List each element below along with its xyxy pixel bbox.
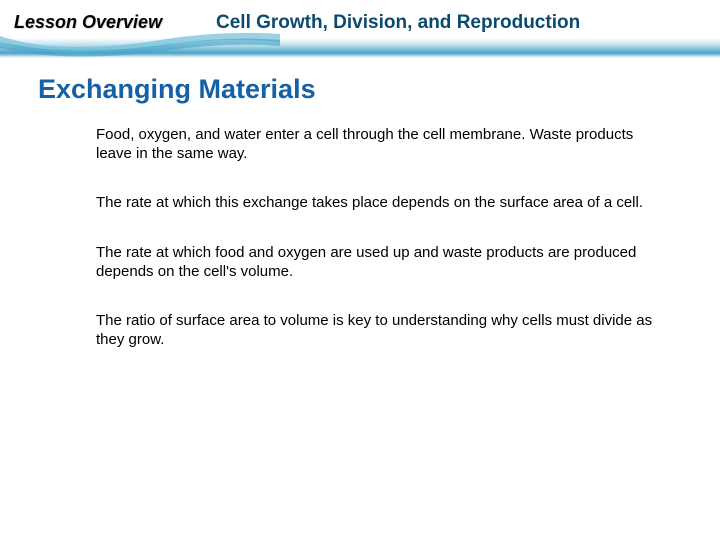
header-swoosh-icon <box>0 34 280 64</box>
body-text-container: Food, oxygen, and water enter a cell thr… <box>38 125 682 349</box>
slide-content: Exchanging Materials Food, oxygen, and w… <box>0 74 720 379</box>
chapter-title: Cell Growth, Division, and Reproduction <box>216 12 580 34</box>
lesson-overview-label: Lesson Overview <box>14 12 162 33</box>
section-title: Exchanging Materials <box>38 74 682 105</box>
paragraph: The rate at which food and oxygen are us… <box>96 243 662 281</box>
slide-header: Lesson Overview Cell Growth, Division, a… <box>0 0 720 58</box>
paragraph: The ratio of surface area to volume is k… <box>96 311 662 349</box>
paragraph: Food, oxygen, and water enter a cell thr… <box>96 125 662 163</box>
paragraph: The rate at which this exchange takes pl… <box>96 193 662 212</box>
